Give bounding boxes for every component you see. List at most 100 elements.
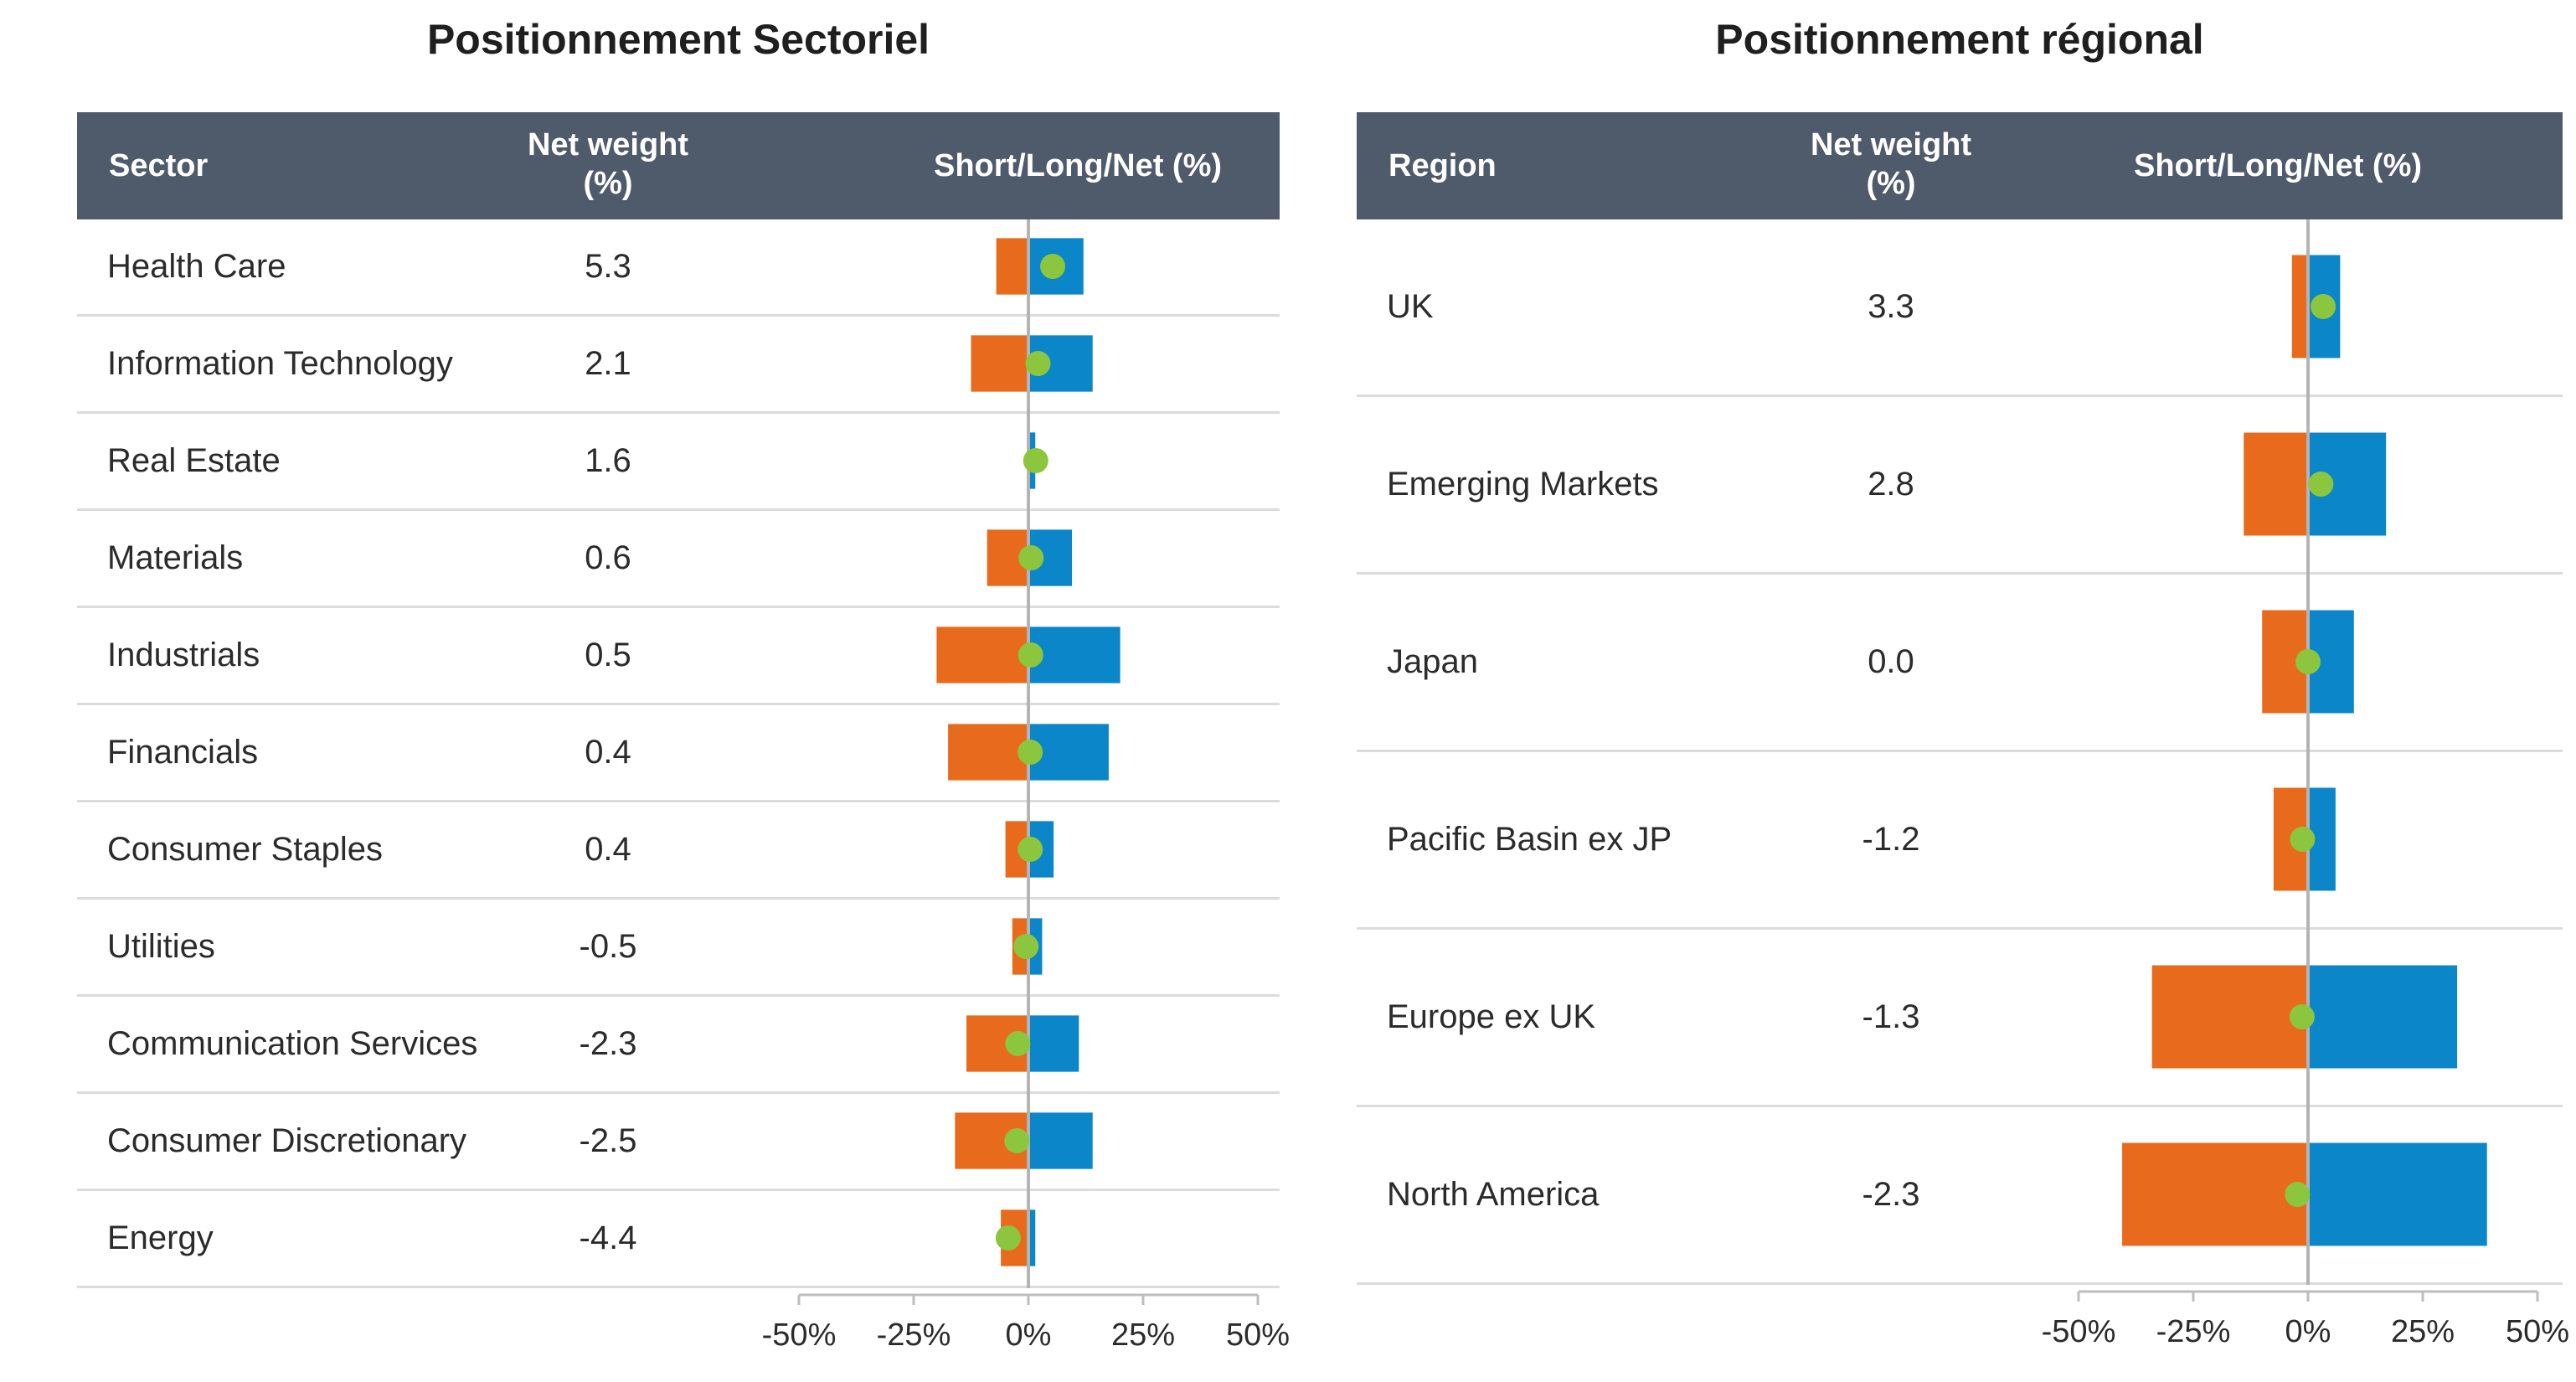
sector-table-header: Sector Net weight (%) Short/Long/Net (%) (77, 112, 1280, 219)
sector-label: Health Care (107, 248, 286, 285)
net-weight-value: -1.3 (1862, 998, 1920, 1035)
region-panel-title: Positionnement régional (1715, 16, 2204, 63)
region-label: North America (1387, 1176, 1600, 1213)
net-weight-column-header: Net weight (%) (482, 126, 734, 203)
net-weight-value: -0.5 (579, 928, 637, 965)
long-bar (2308, 1142, 2487, 1246)
sector-label: Real Estate (107, 442, 281, 479)
net-weight-value: -2.5 (579, 1122, 637, 1159)
net-marker (2290, 827, 2316, 852)
region-rows: UK 3.3 Emerging Markets 2.8 Japan 0.0 Pacific … (1357, 219, 2563, 1285)
sector-row: Utilities -0.5 (77, 900, 1280, 997)
sector-row: Financials 0.4 (77, 705, 1280, 802)
long-bar (1028, 627, 1121, 683)
x-tick-label: 0% (2285, 1314, 2331, 1349)
region-row: Pacific Basin ex JP -1.2 (1357, 752, 2563, 930)
region-row: Europe ex UK -1.3 (1357, 930, 2563, 1107)
x-tick-label: 50% (1226, 1318, 1290, 1353)
region-label: Europe ex UK (1387, 998, 1596, 1035)
sector-row: Consumer Discretionary -2.5 (77, 1094, 1280, 1191)
sector-column-header: Sector (109, 148, 209, 183)
x-tick-label: -25% (877, 1318, 951, 1353)
region-label: UK (1387, 288, 1434, 325)
short-bar (948, 724, 1028, 781)
net-marker (2308, 472, 2334, 497)
net-weight-value: 0.0 (1868, 643, 1914, 680)
net-weight-value: -1.2 (1862, 821, 1920, 858)
sector-row: Materials 0.6 (77, 511, 1280, 608)
sector-label: Energy (107, 1220, 214, 1256)
sector-label: Materials (107, 539, 244, 576)
region-table-header: Region Net weight (%) Short/Long/Net (%) (1357, 112, 2563, 219)
net-weight-value: 1.6 (585, 442, 631, 479)
sector-bar-chart: -50% -25% 0% 25% 50% (762, 219, 1290, 1353)
net-marker (2289, 1004, 2315, 1029)
long-bar (1028, 1209, 1036, 1266)
x-tick-label: 0% (1006, 1318, 1052, 1353)
net-marker (1023, 448, 1048, 473)
short-long-net-column-header: Short/Long/Net (%) (933, 148, 1223, 183)
sector-label: Utilities (107, 928, 215, 965)
net-marker (1005, 1031, 1031, 1056)
sector-row: Real Estate 1.6 (77, 414, 1280, 511)
short-bar (936, 627, 1028, 683)
net-weight-value: -2.3 (579, 1025, 637, 1062)
sector-row: Health Care 5.3 (77, 219, 1280, 317)
sector-label: Information Technology (107, 345, 453, 382)
sector-label: Industrials (107, 637, 260, 673)
net-weight-header-line2: (%) (583, 166, 633, 201)
net-marker (1013, 934, 1039, 959)
sector-label: Consumer Staples (107, 831, 384, 868)
region-label: Pacific Basin ex JP (1387, 821, 1672, 858)
x-tick-label: -50% (2042, 1314, 2116, 1349)
net-marker (2311, 294, 2336, 319)
net-marker (2295, 649, 2321, 674)
region-row: Emerging Markets 2.8 (1357, 397, 2563, 575)
sector-row: Information Technology 2.1 (77, 317, 1280, 414)
sector-label: Consumer Discretionary (107, 1122, 467, 1159)
net-marker (1004, 1128, 1030, 1153)
net-weight-value: 5.3 (585, 248, 631, 285)
sector-row: Industrials 0.5 (77, 608, 1280, 705)
short-bar (2122, 1142, 2308, 1246)
long-bar (1028, 1015, 1079, 1072)
short-long-net-column-header: Short/Long/Net (%) (2133, 148, 2423, 183)
region-row: Japan 0.0 (1357, 575, 2563, 752)
x-tick-label: 50% (2506, 1314, 2569, 1349)
x-tick-label: -50% (762, 1318, 837, 1353)
net-weight-value: 0.4 (585, 831, 631, 868)
net-weight-value: 3.3 (1868, 288, 1914, 325)
region-row: UK 3.3 (1357, 219, 2563, 397)
sector-panel: Positionnement Sectoriel Sector Net weig… (77, 0, 1290, 1382)
net-weight-header-line1: Net weight (527, 127, 689, 162)
net-weight-value: 0.4 (585, 734, 631, 771)
x-tick-label: 25% (1111, 1318, 1175, 1353)
region-label: Japan (1387, 643, 1478, 680)
region-bar-chart: -50% -25% 0% 25% 50% (2042, 219, 2569, 1349)
region-label: Emerging Markets (1387, 466, 1659, 503)
net-weight-value: 0.6 (585, 539, 631, 576)
short-bar (2291, 255, 2308, 358)
sector-rows: Health Care 5.3 Information Technology 2.1 R… (77, 219, 1280, 1288)
net-weight-value: -2.3 (1862, 1176, 1920, 1213)
short-bar (971, 335, 1028, 392)
net-marker (1040, 254, 1066, 279)
net-weight-header-line2: (%) (1866, 166, 1916, 201)
net-weight-value: 2.8 (1868, 466, 1914, 503)
short-bar (2244, 432, 2308, 536)
region-row: North America -2.3 (1357, 1107, 2563, 1285)
long-bar (2308, 965, 2458, 1069)
short-bar (2151, 965, 2308, 1069)
sector-label: Financials (107, 734, 259, 771)
sector-row: Communication Services -2.3 (77, 997, 1280, 1094)
net-marker (1018, 740, 1043, 765)
net-weight-column-header: Net weight (%) (1765, 126, 2017, 203)
net-weight-value: 0.5 (585, 637, 631, 673)
region-panel: Positionnement régional Region Net weigh… (1357, 0, 2569, 1382)
sector-row: Consumer Staples 0.4 (77, 802, 1280, 900)
sector-panel-title: Positionnement Sectoriel (426, 16, 930, 63)
net-weight-value: -4.4 (579, 1220, 637, 1256)
net-marker (2285, 1182, 2311, 1207)
x-tick-label: 25% (2391, 1314, 2455, 1349)
x-tick-label: -25% (2156, 1314, 2231, 1349)
